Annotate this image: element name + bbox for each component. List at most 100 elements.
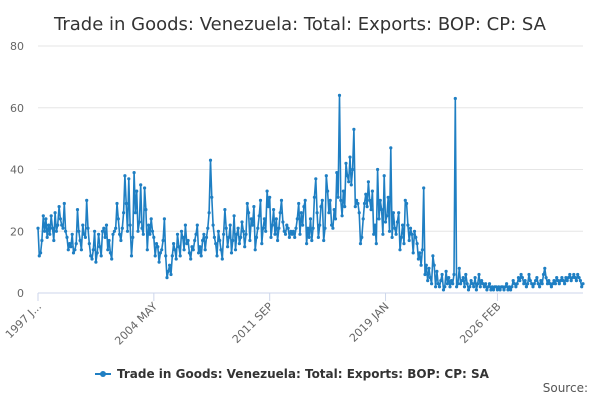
data-point[interactable] [108, 251, 112, 255]
data-point[interactable] [45, 235, 49, 239]
data-point[interactable] [426, 279, 430, 283]
data-point[interactable] [553, 282, 558, 286]
data-point[interactable] [85, 198, 89, 202]
data-point[interactable] [147, 223, 151, 227]
data-point[interactable] [166, 269, 170, 273]
data-point[interactable] [282, 229, 286, 233]
data-point[interactable] [514, 285, 518, 289]
data-point[interactable] [503, 285, 507, 289]
data-point[interactable] [580, 285, 584, 289]
data-point[interactable] [456, 282, 460, 286]
data-point[interactable] [152, 235, 156, 239]
data-point[interactable] [531, 285, 535, 289]
data-point[interactable] [515, 282, 519, 286]
data-point[interactable] [364, 192, 368, 196]
data-point[interactable] [302, 205, 306, 209]
data-point[interactable] [39, 251, 43, 255]
data-point[interactable] [293, 235, 297, 239]
data-point[interactable] [353, 205, 357, 209]
data-point[interactable] [563, 282, 567, 286]
data-point[interactable] [203, 248, 207, 252]
data-point[interactable] [564, 276, 568, 280]
data-point[interactable] [168, 263, 172, 267]
data-point[interactable] [100, 229, 105, 233]
data-point[interactable] [462, 285, 467, 289]
data-point[interactable] [243, 245, 247, 249]
data-point[interactable] [416, 257, 420, 261]
data-point[interactable] [61, 226, 65, 230]
data-point[interactable] [226, 245, 230, 249]
data-point[interactable] [208, 158, 213, 162]
data-point[interactable] [110, 257, 114, 261]
data-point[interactable] [444, 269, 448, 273]
data-point[interactable] [519, 272, 523, 277]
data-point[interactable] [348, 155, 352, 159]
data-point[interactable] [294, 226, 298, 230]
data-point[interactable] [380, 208, 384, 212]
data-point[interactable] [365, 205, 369, 209]
data-point[interactable] [431, 254, 435, 258]
data-point[interactable] [485, 288, 489, 292]
data-point[interactable] [273, 232, 277, 236]
data-point[interactable] [94, 260, 98, 264]
data-point[interactable] [407, 238, 411, 243]
data-point[interactable] [169, 272, 173, 277]
data-point[interactable] [494, 285, 498, 289]
data-point[interactable] [274, 217, 278, 221]
data-point[interactable] [65, 235, 69, 239]
data-point[interactable] [148, 232, 152, 236]
data-point[interactable] [218, 238, 222, 243]
data-point[interactable] [356, 201, 360, 206]
data-point[interactable] [131, 235, 135, 239]
data-point[interactable] [512, 282, 517, 286]
data-point[interactable] [106, 248, 110, 252]
data-point[interactable] [308, 217, 313, 221]
data-point[interactable] [528, 279, 532, 283]
data-point[interactable] [74, 242, 78, 246]
data-point[interactable] [140, 226, 144, 230]
data-point[interactable] [449, 279, 453, 283]
data-point[interactable] [158, 251, 162, 255]
data-point[interactable] [104, 223, 109, 227]
data-point[interactable] [376, 167, 380, 172]
data-point[interactable] [436, 282, 440, 286]
data-point[interactable] [333, 217, 338, 221]
data-point[interactable] [172, 242, 176, 246]
data-point[interactable] [532, 282, 536, 286]
data-point[interactable] [434, 285, 438, 289]
data-point[interactable] [276, 238, 280, 243]
data-point[interactable] [410, 232, 414, 236]
data-point[interactable] [77, 229, 81, 233]
data-point[interactable] [469, 279, 473, 283]
data-point[interactable] [89, 254, 93, 258]
data-point[interactable] [198, 245, 202, 249]
data-point[interactable] [448, 285, 452, 289]
data-point[interactable] [245, 201, 249, 206]
data-point[interactable] [135, 189, 139, 193]
data-point[interactable] [497, 285, 501, 289]
data-point[interactable] [328, 198, 332, 202]
data-point[interactable] [318, 223, 322, 227]
data-point[interactable] [570, 276, 575, 280]
data-point[interactable] [241, 229, 245, 233]
data-point[interactable] [229, 251, 234, 255]
data-point[interactable] [480, 279, 484, 283]
data-point[interactable] [468, 285, 472, 289]
data-point[interactable] [115, 201, 119, 206]
data-point[interactable] [387, 229, 392, 233]
data-point[interactable] [187, 251, 191, 255]
data-point[interactable] [306, 226, 310, 230]
data-point[interactable] [402, 242, 406, 246]
data-point[interactable] [495, 288, 499, 292]
data-point[interactable] [360, 235, 364, 239]
data-point[interactable] [58, 217, 63, 221]
data-point[interactable] [262, 217, 266, 221]
data-point[interactable] [161, 238, 165, 243]
data-point[interactable] [91, 248, 95, 252]
data-point[interactable] [374, 242, 378, 246]
data-point[interactable] [476, 282, 480, 286]
data-point[interactable] [561, 279, 565, 283]
data-point[interactable] [577, 276, 581, 280]
data-point[interactable] [266, 205, 270, 209]
data-point[interactable] [320, 198, 324, 202]
